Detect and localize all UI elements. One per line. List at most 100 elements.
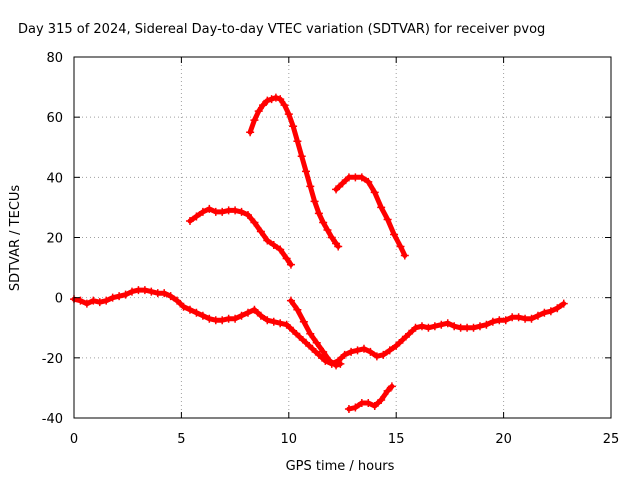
data-point <box>231 206 240 215</box>
data-point <box>370 401 379 410</box>
data-point <box>338 179 347 188</box>
data-point <box>82 299 91 308</box>
data-point <box>276 319 285 328</box>
data-point <box>185 305 194 314</box>
data-point <box>372 352 381 361</box>
data-point <box>276 245 285 254</box>
y-tick-label: -20 <box>42 352 63 367</box>
data-point <box>282 320 291 329</box>
data-point <box>398 335 407 344</box>
series-arc-1000-1240 <box>286 296 345 370</box>
x-tick-label: 0 <box>70 432 78 447</box>
data-point <box>310 197 319 206</box>
data-point <box>237 207 246 216</box>
data-point <box>263 236 272 245</box>
data-point <box>185 216 194 225</box>
data-point <box>231 314 240 323</box>
data-point <box>351 403 360 412</box>
x-tick-label: 5 <box>177 432 185 447</box>
data-series <box>70 93 568 413</box>
chart-title: Day 315 of 2024, Sidereal Day-to-day VTE… <box>18 22 545 37</box>
data-point <box>254 107 263 116</box>
data-point <box>205 204 214 213</box>
data-point <box>325 356 334 365</box>
data-point <box>488 317 497 326</box>
data-point <box>527 314 536 323</box>
data-point <box>237 311 246 320</box>
series-line <box>333 174 408 258</box>
data-point <box>430 322 439 331</box>
series-arc-0600-1000 <box>185 204 295 269</box>
x-axis-label: GPS time / hours <box>286 459 395 474</box>
y-tick-label: 80 <box>46 51 63 66</box>
data-point <box>259 101 268 110</box>
data-point <box>370 188 379 197</box>
data-point <box>295 332 304 341</box>
data-point <box>323 225 332 234</box>
data-point <box>450 322 459 331</box>
data-point <box>340 350 349 359</box>
data-point <box>284 110 293 119</box>
data-point <box>243 308 252 317</box>
data-point <box>263 96 272 105</box>
data-point <box>336 359 345 368</box>
data-point <box>396 242 405 251</box>
data-point <box>385 346 394 355</box>
data-point <box>347 347 356 356</box>
data-point <box>160 289 169 298</box>
data-point <box>387 382 396 391</box>
series-arc-1280-1470 <box>344 382 396 413</box>
x-tick-label: 25 <box>603 432 620 447</box>
data-point <box>392 341 401 350</box>
series-arc-1220-1530 <box>332 173 409 260</box>
y-tick-label: 60 <box>46 111 63 126</box>
data-point <box>405 329 414 338</box>
data-point <box>482 320 491 329</box>
data-point <box>267 95 276 104</box>
data-point <box>301 338 310 347</box>
data-point <box>400 251 409 260</box>
data-point <box>475 322 484 331</box>
data-point <box>269 317 278 326</box>
series-line <box>247 95 341 249</box>
y-tick-label: -40 <box>42 412 63 427</box>
data-point <box>308 344 317 353</box>
data-point <box>437 320 446 329</box>
data-point <box>108 293 117 302</box>
data-point <box>327 233 336 242</box>
series-arc-0820-1300 <box>246 93 343 251</box>
data-point <box>443 319 452 328</box>
data-point <box>76 296 85 305</box>
data-point <box>383 386 392 395</box>
y-tick-label: 0 <box>55 292 63 307</box>
data-point <box>243 210 252 219</box>
y-axis-label: SDTVAR / TECUs <box>8 185 23 292</box>
data-point <box>286 296 295 305</box>
data-point <box>377 203 386 212</box>
data-point <box>364 398 373 407</box>
data-point <box>319 218 328 227</box>
data-point <box>411 323 420 332</box>
data-point <box>280 101 289 110</box>
data-point <box>198 311 207 320</box>
data-point <box>553 304 562 313</box>
data-point <box>353 346 362 355</box>
data-point <box>383 215 392 224</box>
data-point <box>286 260 295 269</box>
data-point <box>269 241 278 250</box>
data-point <box>546 307 555 316</box>
data-point <box>218 316 227 325</box>
data-point <box>198 207 207 216</box>
data-point <box>179 302 188 311</box>
data-point <box>334 242 343 251</box>
y-tick-label: 40 <box>46 171 63 186</box>
data-point <box>469 323 478 332</box>
data-point <box>192 308 201 317</box>
data-point <box>533 311 542 320</box>
data-point <box>319 347 328 356</box>
data-point <box>121 290 130 299</box>
data-point <box>357 173 366 182</box>
data-point <box>250 218 259 227</box>
data-point <box>559 299 568 308</box>
data-point <box>289 326 298 335</box>
